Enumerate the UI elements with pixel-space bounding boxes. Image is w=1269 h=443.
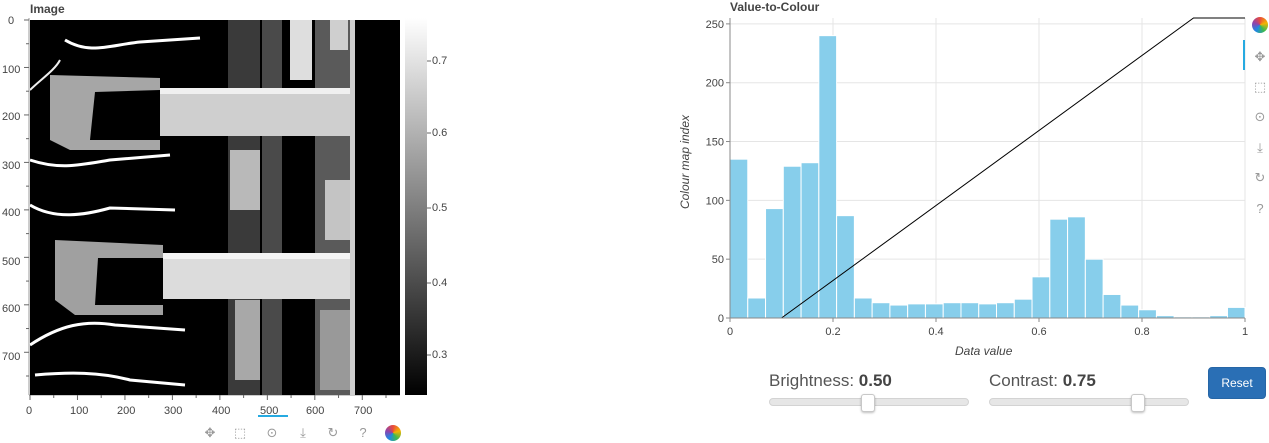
histogram-bar	[889, 304, 909, 319]
brightness-label-text: Brightness:	[769, 371, 859, 390]
brightness-label: Brightness: 0.50	[769, 371, 892, 391]
histogram-bar	[747, 297, 767, 319]
image-x-tick: 100	[70, 405, 89, 417]
contrast-label: Contrast: 0.75	[989, 371, 1096, 391]
image-y-tick: 400	[2, 207, 21, 219]
image-plot[interactable]	[0, 0, 400, 425]
reset-icon[interactable]: ↻	[1254, 170, 1266, 185]
hist-y-tick-label: 0	[718, 313, 724, 325]
histogram-bar	[871, 302, 891, 319]
histogram-bar	[942, 302, 962, 319]
image-y-tick: 500	[2, 256, 21, 268]
hist-x-tick-label: 0.4	[928, 326, 943, 338]
colorbar	[405, 18, 431, 395]
histogram-bar	[818, 35, 838, 319]
save-icon[interactable]: ⤓	[1257, 140, 1263, 155]
help-icon[interactable]: ?	[359, 425, 367, 440]
box-zoom-icon[interactable]: ⬚	[1253, 79, 1267, 94]
contrast-value: 0.75	[1062, 371, 1096, 390]
histogram-bar	[782, 165, 802, 319]
hist-x-tick-label: 0.8	[1134, 326, 1149, 338]
wheel-zoom-icon[interactable]: ⊙	[266, 425, 278, 440]
colorbar-tick: 0.6	[432, 127, 448, 139]
image-x-tick: 500	[260, 405, 279, 417]
save-icon[interactable]: ⤓	[300, 425, 306, 440]
image-x-tick: 600	[306, 405, 325, 417]
image-panel-title: Image	[30, 2, 65, 16]
mapping-line	[781, 17, 1245, 319]
hist-x-axis-label: Data value	[955, 344, 1013, 358]
colorbar-tick: 0.5	[432, 202, 448, 214]
brightness-slider-handle[interactable]	[861, 394, 875, 412]
active-tool-indicator	[1243, 40, 1245, 70]
reset-icon[interactable]: ↻	[327, 425, 339, 440]
image-x-tick: 200	[117, 405, 136, 417]
reset-button[interactable]: Reset	[1208, 367, 1266, 399]
histogram-bar	[1013, 298, 1033, 319]
colorbar-tick: 0.7	[432, 55, 448, 67]
hist-x-tick-label: 0	[727, 326, 733, 338]
hist-y-tick-label: 100	[706, 195, 724, 207]
histogram-bar	[1120, 304, 1140, 319]
contrast-slider-handle[interactable]	[1130, 394, 1145, 412]
colorbar-tick: 0.4	[432, 277, 448, 289]
histogram-bar	[1102, 293, 1122, 319]
histogram-bar	[765, 208, 784, 319]
hist-y-tick-label: 250	[706, 19, 724, 31]
hist-x-tick-label: 0.6	[1031, 326, 1046, 338]
image-y-tick: 700	[2, 351, 21, 363]
histogram-bar	[978, 303, 998, 319]
hist-toolbar: ✥ ⬚ ⊙ ⤓ ↻ ?	[1243, 15, 1269, 225]
image-y-tick: 300	[2, 160, 21, 172]
histogram-bar	[960, 302, 980, 319]
hist-panel-title: Value-to-Colour	[730, 0, 820, 14]
image-y-tick: 600	[2, 303, 21, 315]
help-icon[interactable]: ?	[1256, 201, 1264, 216]
histogram-chart[interactable]: 0 50 100 150 200 250 0 0.2 0.4 0.6 0.8 1	[680, 10, 1250, 365]
pan-icon[interactable]: ✥	[204, 425, 216, 440]
histogram-bar	[1049, 218, 1069, 319]
histogram-bar	[1031, 276, 1051, 319]
image-x-tick: 700	[354, 405, 373, 417]
brightness-value: 0.50	[858, 371, 892, 390]
box-zoom-icon[interactable]: ⬚	[233, 425, 247, 440]
histogram-bar	[1067, 216, 1086, 319]
pan-icon[interactable]: ✥	[1254, 49, 1266, 64]
active-tool-indicator	[258, 415, 288, 417]
histogram-bar	[1226, 306, 1246, 319]
bokeh-logo-icon[interactable]	[1252, 17, 1268, 33]
image-x-tick: 300	[164, 405, 183, 417]
histogram-bar	[996, 302, 1015, 319]
colorbar-tick: 0.3	[432, 349, 448, 361]
histogram-bar	[800, 162, 820, 319]
hist-y-tick-label: 200	[706, 78, 724, 90]
image-y-tick: 200	[2, 111, 21, 123]
histogram-bar	[1138, 309, 1157, 319]
hist-x-tick-label: 0.2	[825, 326, 840, 338]
image-x-tick: 0	[26, 405, 33, 417]
hist-x-tick-label: 1	[1242, 326, 1248, 338]
histogram-bar	[1084, 258, 1104, 319]
wheel-zoom-icon[interactable]: ⊙	[1254, 109, 1266, 124]
hist-y-axis-label: Colour map index	[678, 114, 692, 210]
bokeh-logo-icon[interactable]	[385, 425, 401, 441]
histogram-bar	[729, 158, 749, 319]
histogram-bar	[924, 303, 944, 319]
image-y-tick: 0	[8, 15, 15, 27]
histogram-bar	[853, 297, 873, 319]
hist-y-tick-label: 50	[712, 254, 724, 266]
image-y-tick: 100	[2, 64, 21, 76]
hist-y-tick-label: 150	[706, 137, 724, 149]
histogram-bar	[907, 303, 926, 319]
image-x-tick: 400	[212, 405, 231, 417]
contrast-label-text: Contrast:	[989, 371, 1063, 390]
contrast-slider-track[interactable]	[989, 398, 1189, 406]
image-toolbar: ✥ ⬚ ⊙ ⤓ ↻ ?	[200, 415, 410, 443]
